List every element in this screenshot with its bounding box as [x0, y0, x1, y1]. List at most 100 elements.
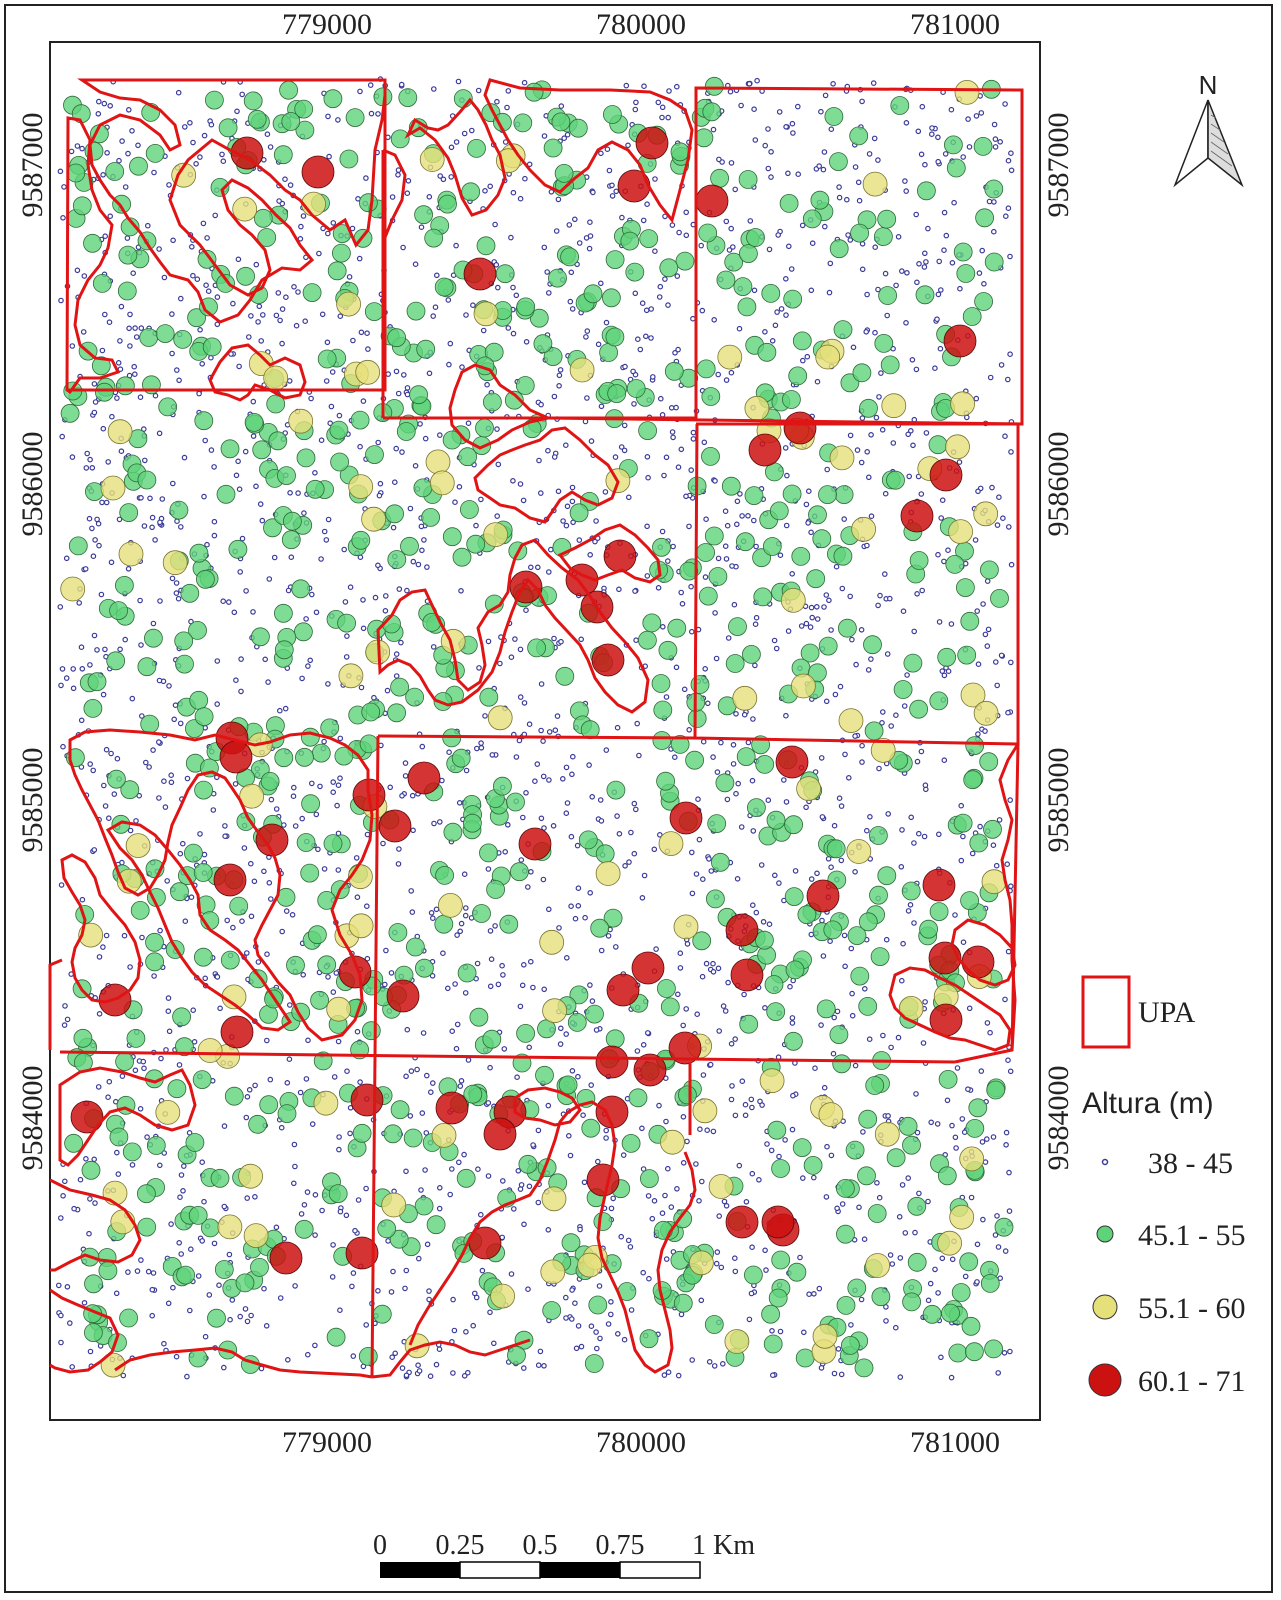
tree-point-small: [557, 367, 564, 373]
tree-point-small: [149, 1312, 156, 1319]
tree-point-medium: [792, 1138, 812, 1157]
tree-point-small: [795, 171, 802, 178]
tree-point-small: [63, 675, 70, 681]
tree-point-small: [318, 556, 324, 562]
tree-point-small: [941, 247, 947, 254]
tree-point-small: [569, 771, 575, 778]
tree-point-medium: [119, 503, 139, 522]
tree-point-small: [896, 1214, 903, 1220]
tree-point-small: [323, 378, 330, 384]
tree-point-small: [646, 1275, 652, 1282]
tree-point-small: [194, 276, 201, 283]
tree-point-small: [145, 1268, 152, 1275]
tree-point-medium: [902, 1135, 921, 1155]
tree-point-small: [222, 833, 228, 840]
tree-point-small: [864, 448, 871, 455]
tree-point-small: [132, 371, 138, 378]
tree-point-small: [593, 518, 599, 524]
tree-point-small: [523, 607, 529, 614]
tree-point-small: [906, 473, 913, 480]
tree-point-medium: [266, 394, 286, 414]
tree-point-medium: [808, 663, 827, 683]
tree-point-small: [407, 1113, 414, 1119]
tree-point-medium: [803, 1156, 823, 1175]
tree-point-small: [279, 340, 285, 347]
tree-point-small: [841, 516, 848, 522]
tree-point-medium: [389, 1229, 409, 1249]
tree-point-medium: [791, 547, 811, 566]
tree-point-small: [835, 1346, 842, 1352]
tree-point-medium: [66, 163, 86, 183]
tree-point-small: [616, 830, 623, 837]
tree-point-small: [297, 1089, 304, 1096]
tree-point-small: [106, 1078, 113, 1085]
tree-point-small: [78, 717, 85, 724]
tree-point-small: [750, 517, 757, 524]
tree-point-small: [665, 114, 672, 121]
tree-point-medium: [965, 1119, 985, 1138]
tree-point-small: [915, 830, 922, 837]
tree-point-small: [59, 666, 66, 672]
tree-point-small: [71, 1205, 77, 1212]
tree-point-small: [257, 501, 264, 507]
tree-point-small: [336, 1134, 342, 1140]
tree-point-small: [402, 1285, 408, 1292]
tree-point-medium: [421, 508, 441, 527]
tree-point-small: [633, 637, 639, 644]
tree-point-small: [184, 1373, 190, 1380]
tree-point-small: [641, 872, 648, 879]
tree-point-medium: [248, 1114, 268, 1134]
tree-point-small: [514, 1074, 520, 1081]
tree-point-small: [273, 1224, 280, 1231]
tree-point-small: [404, 391, 411, 398]
tree-point-medium: [639, 229, 659, 249]
tree-point-small: [838, 1371, 845, 1378]
tree-point-small: [745, 739, 752, 746]
tree-point-small: [616, 586, 622, 593]
tree-point-medium: [406, 301, 426, 321]
tree-point-small: [699, 307, 706, 314]
tree-point-small: [731, 601, 738, 608]
tree-point-small: [1002, 996, 1008, 1003]
tree-point-medium: [229, 896, 249, 916]
tree-point-small: [884, 651, 891, 657]
tree-point-small: [694, 1011, 701, 1018]
tree-point-small: [202, 437, 209, 444]
tree-point-large: [162, 550, 188, 576]
tree-point-small: [636, 752, 642, 759]
tree-point-small: [284, 1080, 291, 1086]
tree-point-small: [588, 1082, 595, 1088]
scale-segment: [619, 1561, 701, 1579]
tree-point-small: [941, 672, 948, 679]
tree-point-medium: [909, 699, 928, 719]
tree-point-small: [902, 1230, 909, 1236]
tree-point-small: [890, 440, 897, 446]
tree-point-small: [625, 494, 632, 501]
tree-point-small: [620, 1152, 627, 1158]
tree-point-small: [172, 702, 179, 709]
tree-point-medium: [708, 567, 728, 586]
tree-point-medium: [696, 543, 715, 562]
tree-point-small: [464, 1369, 471, 1376]
tree-point-medium: [81, 1160, 101, 1180]
tree-point-small: [974, 1241, 981, 1248]
tree-point-medium: [542, 1301, 562, 1320]
tree-point-medium: [893, 680, 913, 699]
tree-point-small: [79, 665, 86, 672]
tree-point-small: [182, 124, 188, 130]
tree-point-small: [724, 796, 731, 803]
tree-point-small: [948, 106, 955, 113]
tree-point-medium: [771, 1159, 790, 1178]
tree-point-small: [860, 1129, 866, 1135]
tree-point-small: [602, 489, 609, 495]
tree-point-small: [538, 815, 545, 822]
tree-point-small: [656, 831, 663, 838]
tree-point-small: [199, 1238, 206, 1244]
tree-point-small: [807, 624, 814, 630]
tree-point-small: [545, 906, 552, 913]
tree-point-small: [775, 232, 782, 238]
tree-point-small: [305, 1037, 311, 1044]
tree-point-small: [986, 198, 993, 205]
tree-point-small: [253, 261, 260, 268]
tree-point-small: [156, 246, 162, 252]
